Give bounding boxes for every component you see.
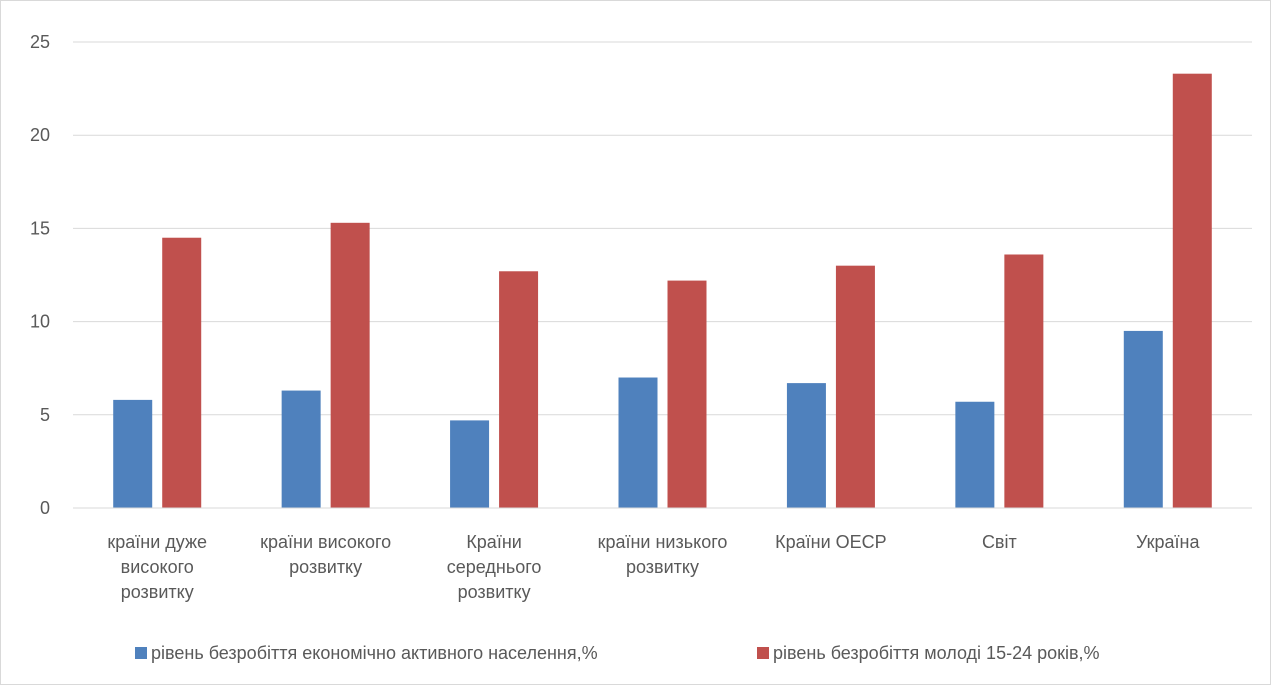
bar-series1: [955, 401, 995, 508]
x-category-label: країни низького розвитку: [598, 532, 728, 577]
x-category-label: країни високого розвитку: [260, 532, 391, 577]
legend-label: рівень безробіття економічно активного н…: [151, 643, 598, 663]
legend-swatch: [757, 647, 769, 659]
x-category-label: Україна: [1136, 532, 1200, 552]
y-axis-tick-labels: 0 5 10 15 20 25: [30, 32, 50, 518]
bar-series1: [1123, 330, 1163, 508]
x-category-label: Країни середнього розвитку: [447, 532, 542, 602]
bar-series2: [330, 222, 370, 509]
x-category-label: країни дуже високого розвитку: [107, 532, 207, 602]
y-tick-label: 5: [40, 405, 50, 425]
bar-series1: [113, 399, 153, 508]
bar-series2: [835, 265, 875, 508]
bar-series1: [618, 377, 658, 508]
bar-series1: [450, 420, 490, 508]
bar-series2: [1004, 254, 1044, 508]
legend: рівень безробіття економічно активного н…: [135, 643, 1100, 663]
y-tick-label: 25: [30, 32, 50, 52]
bar-series1: [786, 383, 826, 508]
bars: [113, 73, 1212, 509]
gridlines: [73, 41, 1252, 416]
x-axis-category-labels: країни дуже високого розвитку країни високо…: [107, 532, 1200, 602]
bar-series2: [499, 271, 539, 508]
legend-swatch: [135, 647, 147, 659]
bar-series2: [162, 237, 202, 508]
x-category-label: Світ: [982, 532, 1017, 552]
y-tick-label: 15: [30, 218, 50, 238]
bar-series1: [281, 390, 321, 508]
bar-series2: [667, 280, 707, 508]
y-tick-label: 20: [30, 125, 50, 145]
y-tick-label: 0: [40, 498, 50, 518]
x-category-label: Країни ОЕСР: [775, 532, 887, 552]
bar-series2: [1172, 73, 1212, 509]
legend-label: рівень безробіття молоді 15-24 років,%: [773, 643, 1100, 663]
y-tick-label: 10: [30, 312, 50, 332]
